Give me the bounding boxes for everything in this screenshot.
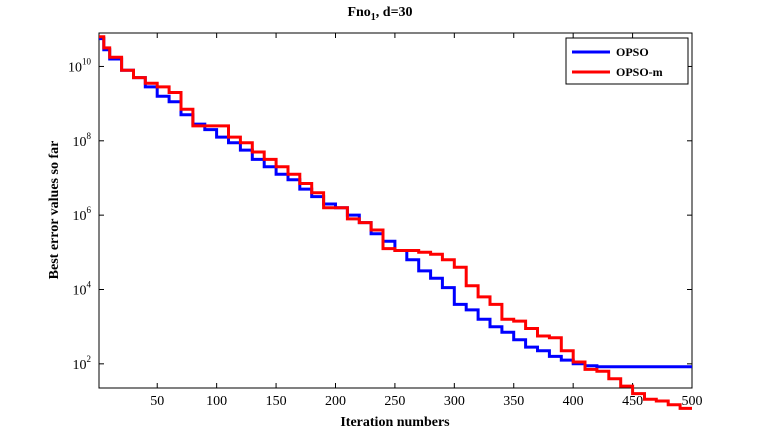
x-tick-label: 350	[503, 394, 524, 409]
x-tick-label: 500	[682, 394, 703, 409]
y-tick-label-exp: 4	[87, 279, 92, 289]
y-axis-label: Best error values so far	[47, 141, 62, 280]
legend: OPSO OPSO-m	[565, 37, 689, 85]
y-tick-label-base: 10	[73, 358, 87, 373]
legend-label-opso: OPSO	[616, 45, 649, 59]
chart-title-sub: 1	[371, 12, 376, 23]
y-tick-label-exp: 2	[87, 354, 92, 364]
y-tick-label: 1010	[68, 56, 92, 75]
y-tick-label-exp: 6	[87, 205, 92, 215]
x-tick-label: 150	[266, 394, 287, 409]
y-tick-label: 102	[73, 354, 92, 373]
x-tick-label: 250	[384, 394, 405, 409]
chart-title: Fno1, d=30	[347, 5, 412, 23]
chart-title-main: Fno	[347, 5, 370, 20]
x-axis-ticks: 50 100 150 200 250 300 350 400 450 500	[150, 33, 703, 409]
chart-title-suffix: , d=30	[376, 5, 413, 20]
series-line-opso-m	[99, 35, 692, 410]
series-lines	[99, 35, 692, 410]
x-tick-label: 200	[325, 394, 346, 409]
legend-label-opso-m: OPSO-m	[616, 65, 663, 79]
legend-box	[565, 37, 689, 85]
y-tick-label: 106	[73, 205, 92, 224]
x-tick-label: 50	[150, 394, 164, 409]
y-tick-label-base: 10	[68, 60, 82, 75]
y-tick-label: 104	[73, 279, 92, 298]
x-tick-label: 300	[444, 394, 465, 409]
y-tick-label-exp: 10	[82, 56, 92, 66]
x-tick-label: 450	[622, 394, 643, 409]
y-tick-label-exp: 8	[87, 131, 92, 141]
plot-area	[98, 32, 693, 389]
y-tick-label-base: 10	[73, 209, 87, 224]
y-tick-label-base: 10	[73, 135, 87, 150]
y-tick-label: 108	[73, 131, 92, 150]
x-tick-label: 100	[206, 394, 227, 409]
y-tick-label-base: 10	[73, 283, 87, 298]
x-tick-label: 400	[563, 394, 584, 409]
x-axis-label: Iteration numbers	[340, 415, 450, 430]
